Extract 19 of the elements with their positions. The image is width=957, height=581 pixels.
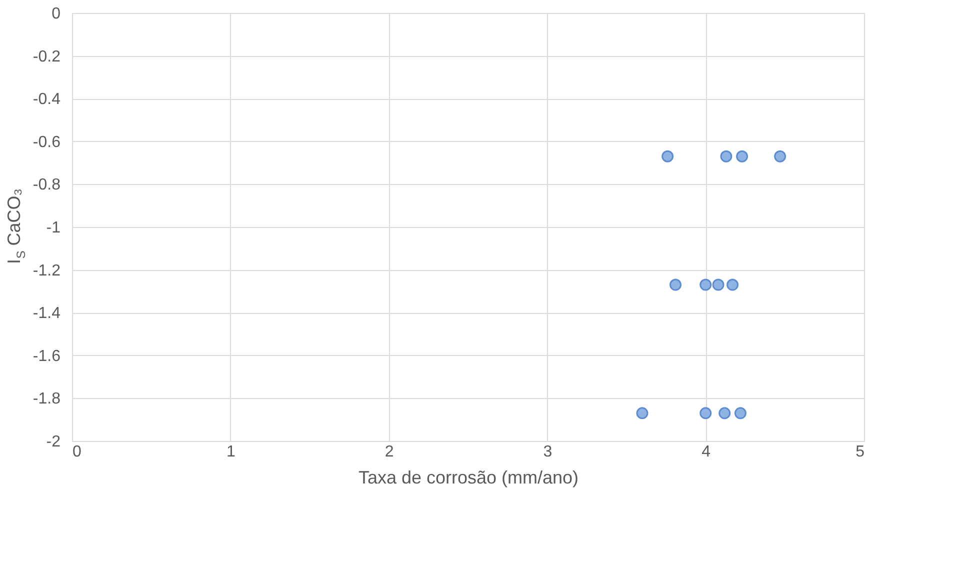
x-tick-label: 4: [702, 444, 711, 460]
x-tick-label: 0: [72, 444, 82, 460]
y-axis-title: IS CaCO₃: [4, 188, 28, 264]
x-tick-label: 3: [543, 444, 552, 460]
x-tick-label: 1: [226, 444, 236, 460]
x-tick-label: 2: [384, 444, 394, 460]
y-tick-label: -1.6: [32, 348, 61, 365]
y-tick-label: -1.2: [32, 262, 61, 280]
y-tick-label: -1.8: [32, 390, 61, 408]
y-tick-label: -0.2: [32, 48, 61, 66]
y-tick-label: -2: [46, 434, 61, 450]
y-tick-label: -0.8: [32, 176, 61, 194]
y-tick-label: -0.6: [32, 134, 61, 151]
y-tick-label: 0: [52, 6, 61, 22]
y-tick-label: -0.4: [32, 91, 61, 108]
x-tick-label: 5: [856, 444, 865, 460]
x-axis-title: Taxa de corrosão (mm/ano): [358, 468, 579, 488]
y-tick-label: -1: [46, 220, 61, 236]
y-tick-label: -1.4: [32, 305, 61, 322]
